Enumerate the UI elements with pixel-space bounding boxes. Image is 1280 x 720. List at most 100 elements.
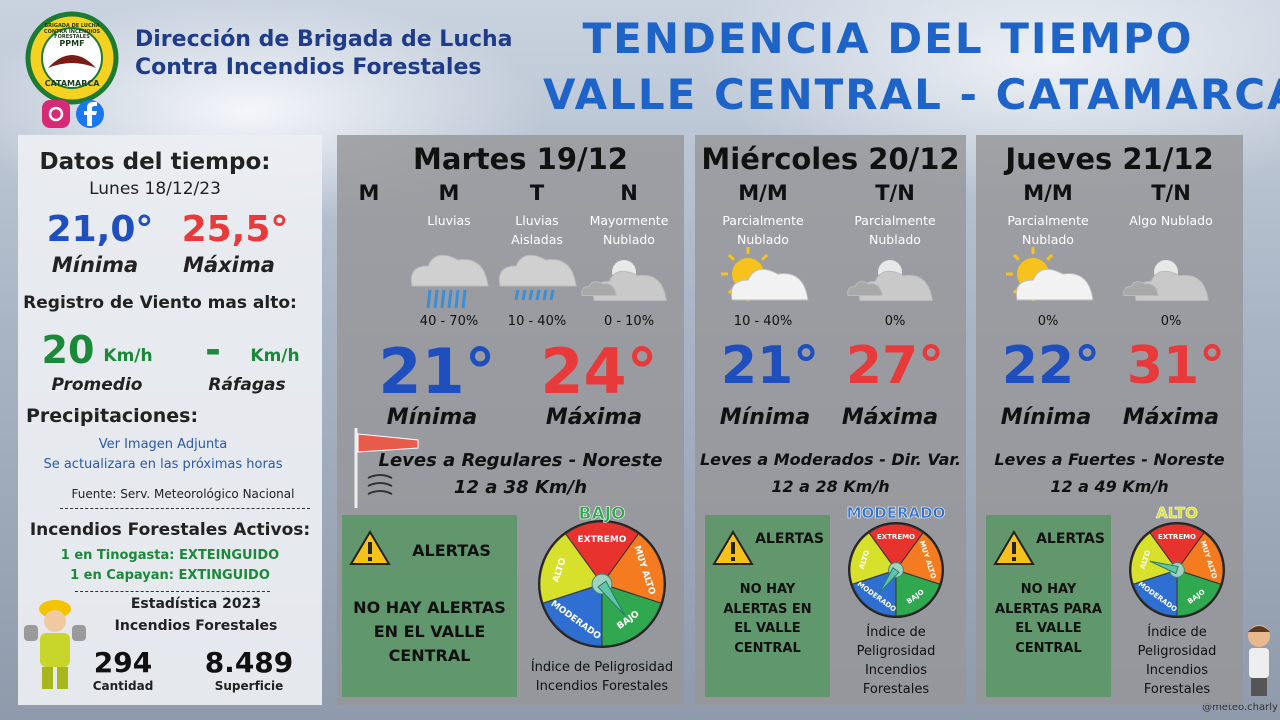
section-title: Registro de Viento mas alto: (23, 293, 297, 313)
max-temp: 27° (845, 336, 945, 396)
glove (24, 625, 38, 641)
rain-probability: 0% (1037, 314, 1059, 329)
fire-status: 1 en Tinogasta: EXTEINGUIDO (60, 548, 280, 563)
gauge-sector (564, 521, 640, 585)
max-temp: 24° (540, 335, 658, 408)
period-description: Parcialmente Nublado (1007, 213, 1089, 247)
cloud (847, 281, 883, 296)
risk-label: Índice de Peligrosidad Incendios Foresta… (530, 660, 674, 694)
divider (60, 508, 310, 509)
gauge-needle (597, 580, 626, 616)
weather-icon (498, 254, 577, 301)
warning-mark (731, 542, 735, 554)
logo-text: PPMF (59, 39, 85, 48)
cloud (410, 254, 489, 287)
rain-drop (426, 289, 432, 309)
alert-text: NO HAY ALERTAS EN EL VALLE CENTRAL (723, 582, 812, 656)
alert-title: ALERTAS (1036, 531, 1105, 547)
min-label: Mínima (1000, 405, 1092, 430)
gauge-sector (895, 569, 941, 617)
rain-probability: 0% (1160, 314, 1182, 329)
sun-ray (1012, 253, 1020, 261)
rain-probability: 10 - 40% (733, 314, 793, 329)
gauge-sector (849, 532, 897, 585)
rain-drop (528, 289, 534, 301)
warning-dot (731, 557, 735, 561)
warning-icon (993, 530, 1035, 565)
warning-dot (368, 557, 372, 561)
risk-level: MODERADO (846, 504, 946, 522)
cloud (730, 268, 809, 301)
logo-text: CATAMARCA (44, 79, 100, 88)
weather-icon (1123, 260, 1209, 301)
rain-drop (535, 289, 541, 301)
org-name: Dirección de Brigada de Lucha (135, 27, 513, 52)
weather-icon (721, 247, 809, 301)
unit: Km/h (250, 346, 300, 366)
max-temp: 25,5° (181, 209, 289, 250)
cloud (1123, 281, 1159, 296)
risk-label: Índice de Peligrosidad Incendios Foresta… (1137, 625, 1217, 697)
gauge-sector (542, 583, 603, 647)
period-label: T (529, 181, 545, 205)
section-title: Precipitaciones: (25, 405, 199, 427)
risk-label: Índice de Peligrosidad Incendios Foresta… (856, 625, 936, 697)
fire-status: 1 en Capayan: EXTINGUIDO (70, 568, 270, 583)
alert-title: ALERTAS (755, 531, 824, 547)
rain-drop (549, 289, 555, 301)
wind-description: Leves a Fuertes - Noreste (994, 450, 1225, 469)
instagram-glyph (48, 106, 64, 122)
gauge-sector (539, 533, 603, 604)
risk-level: ALTO (1156, 504, 1198, 522)
rain-probability: 10 - 40% (507, 314, 567, 329)
day-title: Miércoles 20/12 (701, 142, 960, 176)
period-description: Parcialmente Nublado (722, 213, 804, 247)
fire-area: 8.489 (204, 646, 294, 679)
period-description: Algo Nublado (1129, 213, 1213, 228)
stats-title: Incendios Forestales (114, 618, 278, 634)
gauge-sector (868, 523, 924, 571)
instagram-icon (42, 100, 70, 128)
max-label: Máxima (545, 405, 643, 430)
gauge-sector (601, 533, 665, 604)
warning-dot (1012, 557, 1016, 561)
panel-title: Datos del tiempo: (39, 149, 271, 175)
day-title: Jueves 21/12 (1005, 142, 1214, 176)
precip-note: Se actualizara en las próximas horas (43, 457, 283, 472)
pants (1251, 678, 1267, 696)
weather-icon (581, 260, 667, 301)
max-label: Máxima (183, 253, 275, 277)
leg (42, 667, 53, 689)
period-label: T/N (875, 181, 915, 205)
gauge-label: EXTREMO (578, 535, 627, 545)
wind-line (367, 490, 393, 495)
gauge-sector (601, 583, 662, 647)
warning-icon (349, 530, 391, 565)
min-temp: 22° (1001, 336, 1101, 396)
alert-title: ALERTAS (412, 541, 491, 560)
logo-text: BRIGADA DE LUCHA CONTRA INCENDIOS FOREST… (43, 23, 101, 40)
min-temp: 21° (378, 335, 496, 408)
org-name: Contra Incendios Forestales (135, 55, 482, 80)
rain-drop (514, 289, 520, 301)
wind-label: Promedio (51, 375, 143, 395)
period-description: Lluvias (427, 213, 471, 228)
facebook-glyph (84, 102, 97, 126)
min-label: Mínima (386, 405, 478, 430)
stat-label: Superficie (214, 679, 284, 693)
period-description: Parcialmente Nublado (854, 213, 936, 247)
rain-drop (440, 289, 446, 309)
title: TENDENCIA DEL TIEMPO (582, 14, 1194, 63)
title: VALLE CENTRAL - CATAMARCA (543, 70, 1280, 119)
rain-drop (454, 289, 460, 309)
divider (75, 591, 270, 592)
wind-description: Leves a Moderados - Dir. Var. (699, 450, 962, 469)
leg (57, 667, 68, 689)
gauge-label: EXTREMO (1158, 533, 1196, 541)
risk-level: BAJO (578, 504, 626, 524)
period-label: M (438, 181, 460, 205)
